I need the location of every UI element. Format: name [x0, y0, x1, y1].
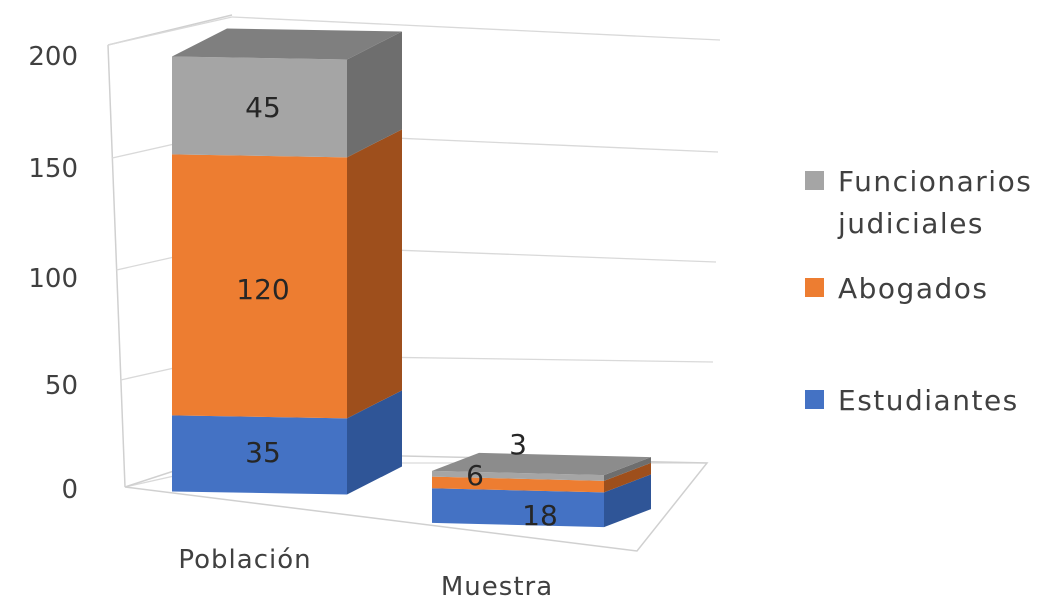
y-axis-wall-front [107, 44, 126, 488]
data-label-abogados-0: 120 [236, 273, 289, 306]
y-tick-label: 100 [28, 264, 78, 294]
data-label-funcionarios-judiciales-1: 3 [509, 428, 527, 461]
bar-side-estudiantes-0 [347, 390, 402, 495]
legend-label-funcionarios-judiciales: Funcionarios [838, 165, 1032, 198]
category-label: Muestra [441, 572, 553, 602]
data-label-funcionarios-judiciales-0: 45 [245, 91, 281, 124]
bar-segment-funcionarios-judiciales-1 [432, 470, 604, 481]
category-label: Población [178, 545, 311, 575]
legend-swatch-funcionarios-judiciales [805, 171, 824, 190]
bar-top-0 [172, 28, 402, 60]
data-label-estudiantes-1: 18 [522, 499, 558, 532]
bar-side-funcionarios-judiciales-0 [347, 31, 402, 158]
legend-swatch-abogados [805, 278, 824, 297]
bar-side-abogados-1 [604, 462, 651, 493]
bar-top-1 [432, 452, 651, 476]
bar-segment-funcionarios-judiciales-0 [172, 56, 347, 158]
bar-segment-estudiantes-0 [172, 415, 347, 495]
legend-label-estudiantes: Estudiantes [838, 384, 1019, 417]
bar-segment-abogados-1 [432, 476, 604, 493]
gridline-side-200 [107, 16, 233, 46]
bar-side-funcionarios-judiciales-1 [604, 457, 651, 481]
legend-label-abogados: Abogados [838, 272, 988, 305]
bar-side-estudiantes-1 [604, 474, 651, 528]
data-label-abogados-1: 6 [466, 459, 484, 492]
y-tick-label: 200 [28, 42, 78, 72]
legend-swatch-estudiantes [805, 390, 824, 409]
y-tick-label: 150 [28, 154, 78, 184]
y-tick-label: 50 [45, 371, 78, 401]
bar-segment-abogados-0 [172, 154, 347, 419]
data-label-estudiantes-0: 35 [245, 436, 281, 469]
y-tick-label: 0 [61, 475, 78, 505]
legend-label-funcionarios-judiciales: judiciales [837, 207, 984, 240]
bar-side-abogados-0 [347, 129, 402, 419]
gridline-200 [231, 16, 721, 41]
bar-segment-estudiantes-1 [432, 488, 604, 528]
